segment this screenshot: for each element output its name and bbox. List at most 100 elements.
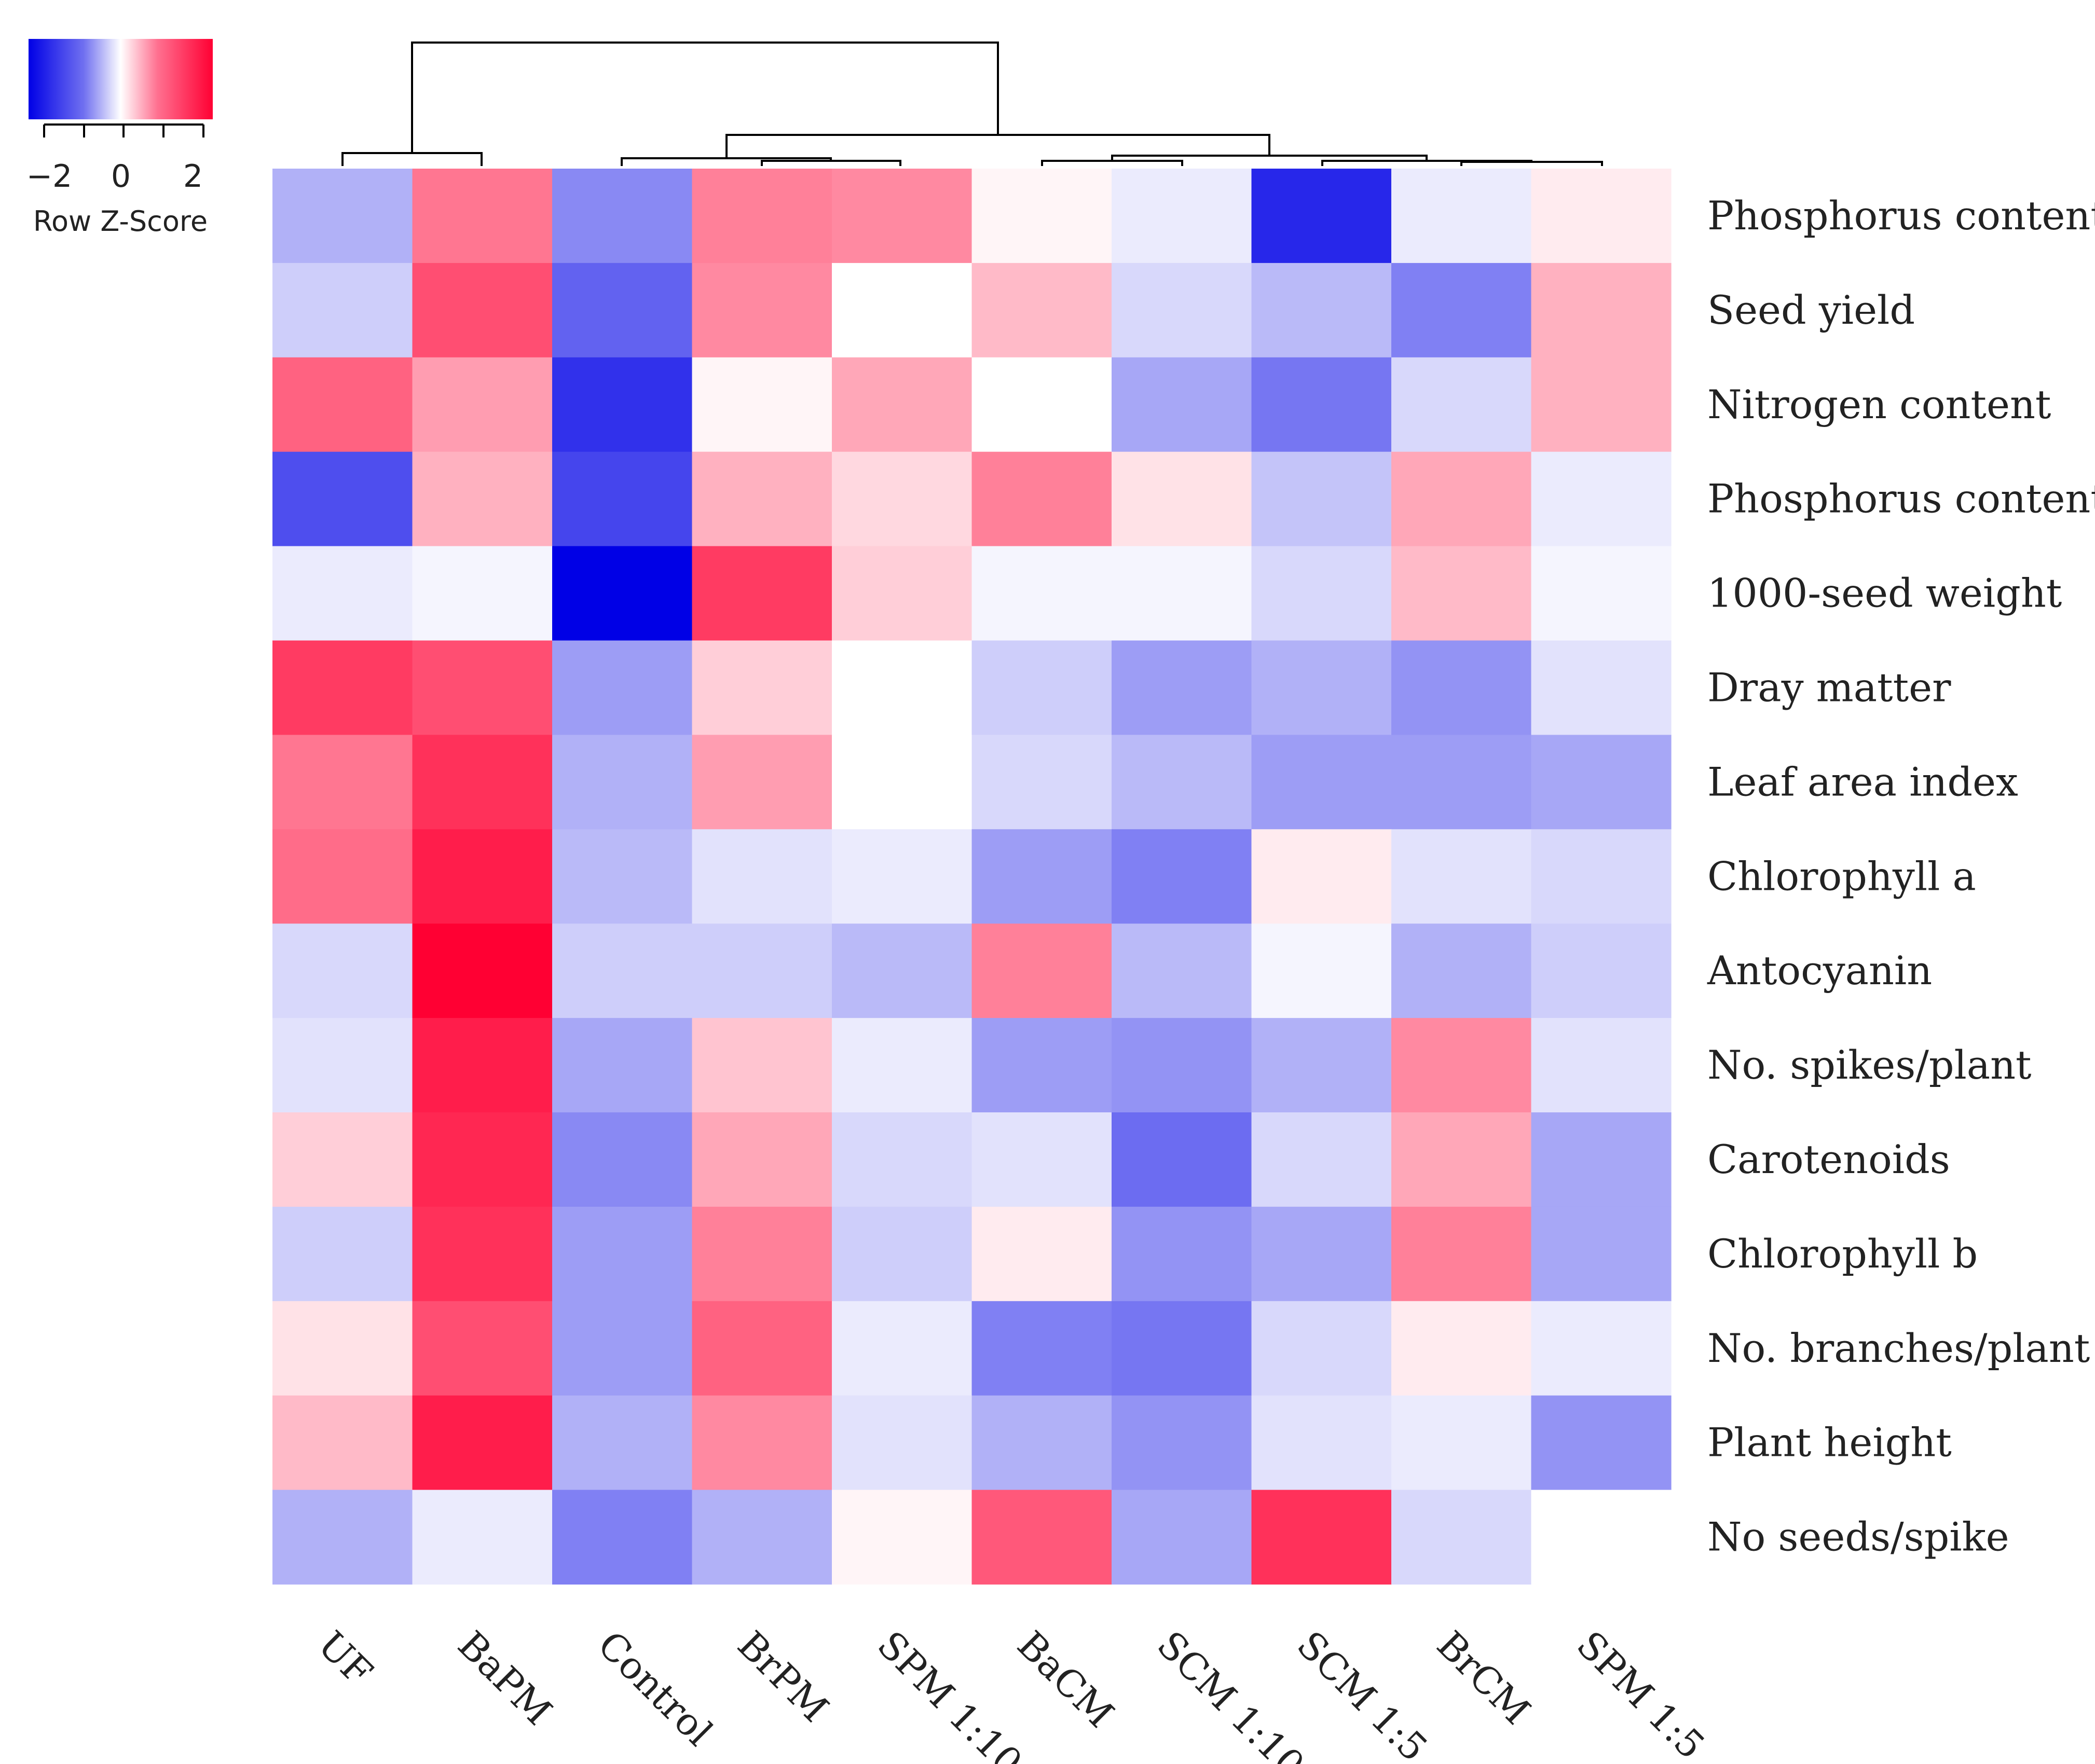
- heatmap-cell: [1531, 640, 1672, 735]
- row-labels: Phosphorus content Seed yield Nitrogen con…: [1707, 192, 2095, 1560]
- heatmap-cell: [1251, 1395, 1392, 1491]
- dendrogram-branch: [411, 42, 999, 153]
- heatmap-cell: [272, 829, 413, 924]
- heatmap-cell: [1251, 357, 1392, 452]
- heatmap-cell: [552, 1490, 693, 1585]
- heatmap-cell: [1112, 451, 1252, 547]
- heatmap-cell: [971, 1395, 1112, 1491]
- heatmap-cell: [552, 357, 693, 452]
- heatmap-cell: [272, 1395, 413, 1491]
- heatmap-cell: [971, 451, 1112, 547]
- row-label: Plant height: [1707, 1420, 1952, 1466]
- heatmap-cell: [1251, 1490, 1392, 1585]
- heatmap-cell: [1531, 1018, 1672, 1113]
- dendrogram-branch: [621, 157, 832, 166]
- heatmap-cell: [1391, 1018, 1532, 1113]
- heatmap-cell: [832, 924, 973, 1018]
- heatmap-cell: [552, 169, 693, 264]
- heatmap-cell: [832, 829, 973, 924]
- heatmap-cell: [971, 735, 1112, 830]
- heatmap-cell: [272, 451, 413, 547]
- heatmap-cell: [1531, 924, 1672, 1018]
- heatmap-cell: [692, 263, 832, 358]
- heatmap-cell: [552, 735, 693, 830]
- heatmap-cell: [692, 1301, 832, 1396]
- legend-tick-label: 0: [111, 158, 131, 195]
- heatmap-cell: [1112, 1206, 1252, 1302]
- row-label: Phosphorus content: [1707, 192, 2095, 239]
- heatmap-cell: [692, 1112, 832, 1207]
- heatmap-cell: [1112, 546, 1252, 641]
- heatmap-cell: [272, 1490, 413, 1585]
- row-label: No seeds/spike: [1707, 1514, 2009, 1560]
- heatmap-cell: [552, 546, 693, 641]
- heatmap-cell: [1251, 735, 1392, 830]
- heatmap-cell: [692, 829, 832, 924]
- heatmap-cell: [412, 1490, 553, 1585]
- dendrogram-branch: [341, 152, 483, 166]
- heatmap-cell: [1112, 924, 1252, 1018]
- heatmap-cell: [1391, 546, 1532, 641]
- heatmap-cell: [832, 735, 973, 830]
- heatmap-cell: [832, 1395, 973, 1491]
- heatmap-cell: [552, 640, 693, 735]
- heatmap-cell: [1391, 829, 1532, 924]
- column-dendrogram: [341, 42, 1603, 166]
- heatmap-cell: [1251, 1301, 1392, 1396]
- heatmap-cell: [971, 1490, 1112, 1585]
- heatmap-cell: [272, 546, 413, 641]
- dendrogram-branch: [761, 160, 901, 166]
- heatmap-cell: [692, 924, 832, 1018]
- heatmap-cell: [1391, 1395, 1532, 1491]
- heatmap-cell: [1531, 263, 1672, 358]
- heatmap-cell: [552, 263, 693, 358]
- heatmap-cell: [832, 357, 973, 452]
- row-label: Antocyanin: [1707, 947, 1932, 994]
- column-label: BaCM: [1009, 1623, 1122, 1736]
- heatmap-cell: [1112, 829, 1252, 924]
- heatmap-cell: [1531, 357, 1672, 452]
- heatmap-cell: [971, 546, 1112, 641]
- heatmap-cell: [1112, 640, 1252, 735]
- heatmap-cell: [971, 357, 1112, 452]
- heatmap-cell: [1531, 169, 1672, 264]
- heatmap-cell: [1251, 546, 1392, 641]
- heatmap-cell: [272, 640, 413, 735]
- heatmap-cell: [272, 1301, 413, 1396]
- legend-tick-label: 2: [183, 158, 203, 195]
- heatmap-cell: [971, 169, 1112, 264]
- heatmap-cell: [832, 1018, 973, 1113]
- heatmap-cell: [1531, 1490, 1672, 1585]
- heatmap-cell: [832, 1112, 973, 1207]
- heatmap-cell: [272, 357, 413, 452]
- heatmap-cell: [1251, 451, 1392, 547]
- row-label: Phosphorus content: [1707, 476, 2095, 522]
- heatmap-cell: [1112, 1018, 1252, 1113]
- heatmap-cell: [272, 263, 413, 358]
- heatmap-cell: [832, 1301, 973, 1396]
- heatmap-cell: [1531, 829, 1672, 924]
- heatmap-cell: [692, 640, 832, 735]
- heatmap-cell: [692, 357, 832, 452]
- heatmap-cell: [1391, 1206, 1532, 1302]
- heatmap-cell: [1251, 1206, 1392, 1302]
- heatmap-cell: [412, 357, 553, 452]
- heatmap-cell: [1251, 1018, 1392, 1113]
- heatmap-cell: [272, 1018, 413, 1113]
- heatmap-cell: [1531, 1301, 1672, 1396]
- heatmap-cell: [1391, 1301, 1532, 1396]
- heatmap-cell: [552, 1206, 693, 1302]
- heatmap-cell: [1251, 640, 1392, 735]
- column-label: Control: [590, 1623, 721, 1755]
- heatmap-cell: [552, 1395, 693, 1491]
- row-label: Carotenoids: [1707, 1136, 1950, 1182]
- heatmap-cell: [692, 1018, 832, 1113]
- row-label: Nitrogen content: [1707, 381, 2051, 428]
- column-label: UF: [310, 1623, 381, 1694]
- heatmap-cell: [1391, 1112, 1532, 1207]
- heatmap-cell: [971, 640, 1112, 735]
- heatmap-cell: [1531, 1206, 1672, 1302]
- heatmap-cell: [971, 263, 1112, 358]
- heatmap-cell: [552, 1018, 693, 1113]
- heatmap-cell: [412, 169, 553, 264]
